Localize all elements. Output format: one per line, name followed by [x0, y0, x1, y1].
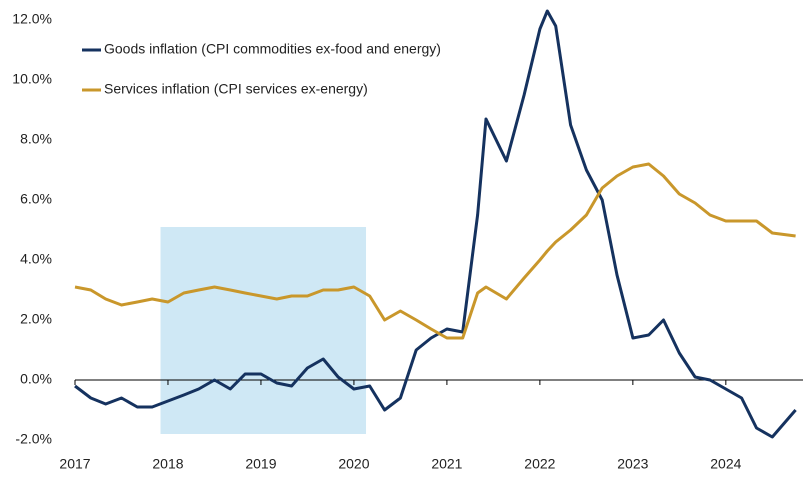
y-tick-label: 2.0%: [20, 311, 52, 327]
y-tick-label: -2.0%: [15, 431, 52, 447]
shaded-region: [160, 227, 367, 434]
x-tick-label: 2019: [245, 456, 276, 472]
x-tick-label: 2017: [59, 456, 90, 472]
legend-label: Services inflation (CPI services ex-ener…: [104, 81, 368, 97]
y-tick-label: 4.0%: [20, 251, 52, 267]
y-tick-label: 12.0%: [12, 11, 52, 27]
x-tick-label: 2022: [524, 456, 555, 472]
x-tick-label: 2023: [617, 456, 648, 472]
y-tick-label: 10.0%: [12, 71, 52, 87]
x-tick-label: 2021: [431, 456, 462, 472]
x-tick-label: 2020: [338, 456, 369, 472]
legend-label: Goods inflation (CPI commodities ex-food…: [104, 41, 441, 57]
series-line: [74, 162, 796, 340]
x-tick-label: 2018: [152, 456, 183, 472]
x-tick-label: 2024: [710, 456, 741, 472]
y-tick-label: 6.0%: [20, 191, 52, 207]
y-tick-label: 8.0%: [20, 131, 52, 147]
y-tick-label: 0.0%: [20, 371, 52, 387]
